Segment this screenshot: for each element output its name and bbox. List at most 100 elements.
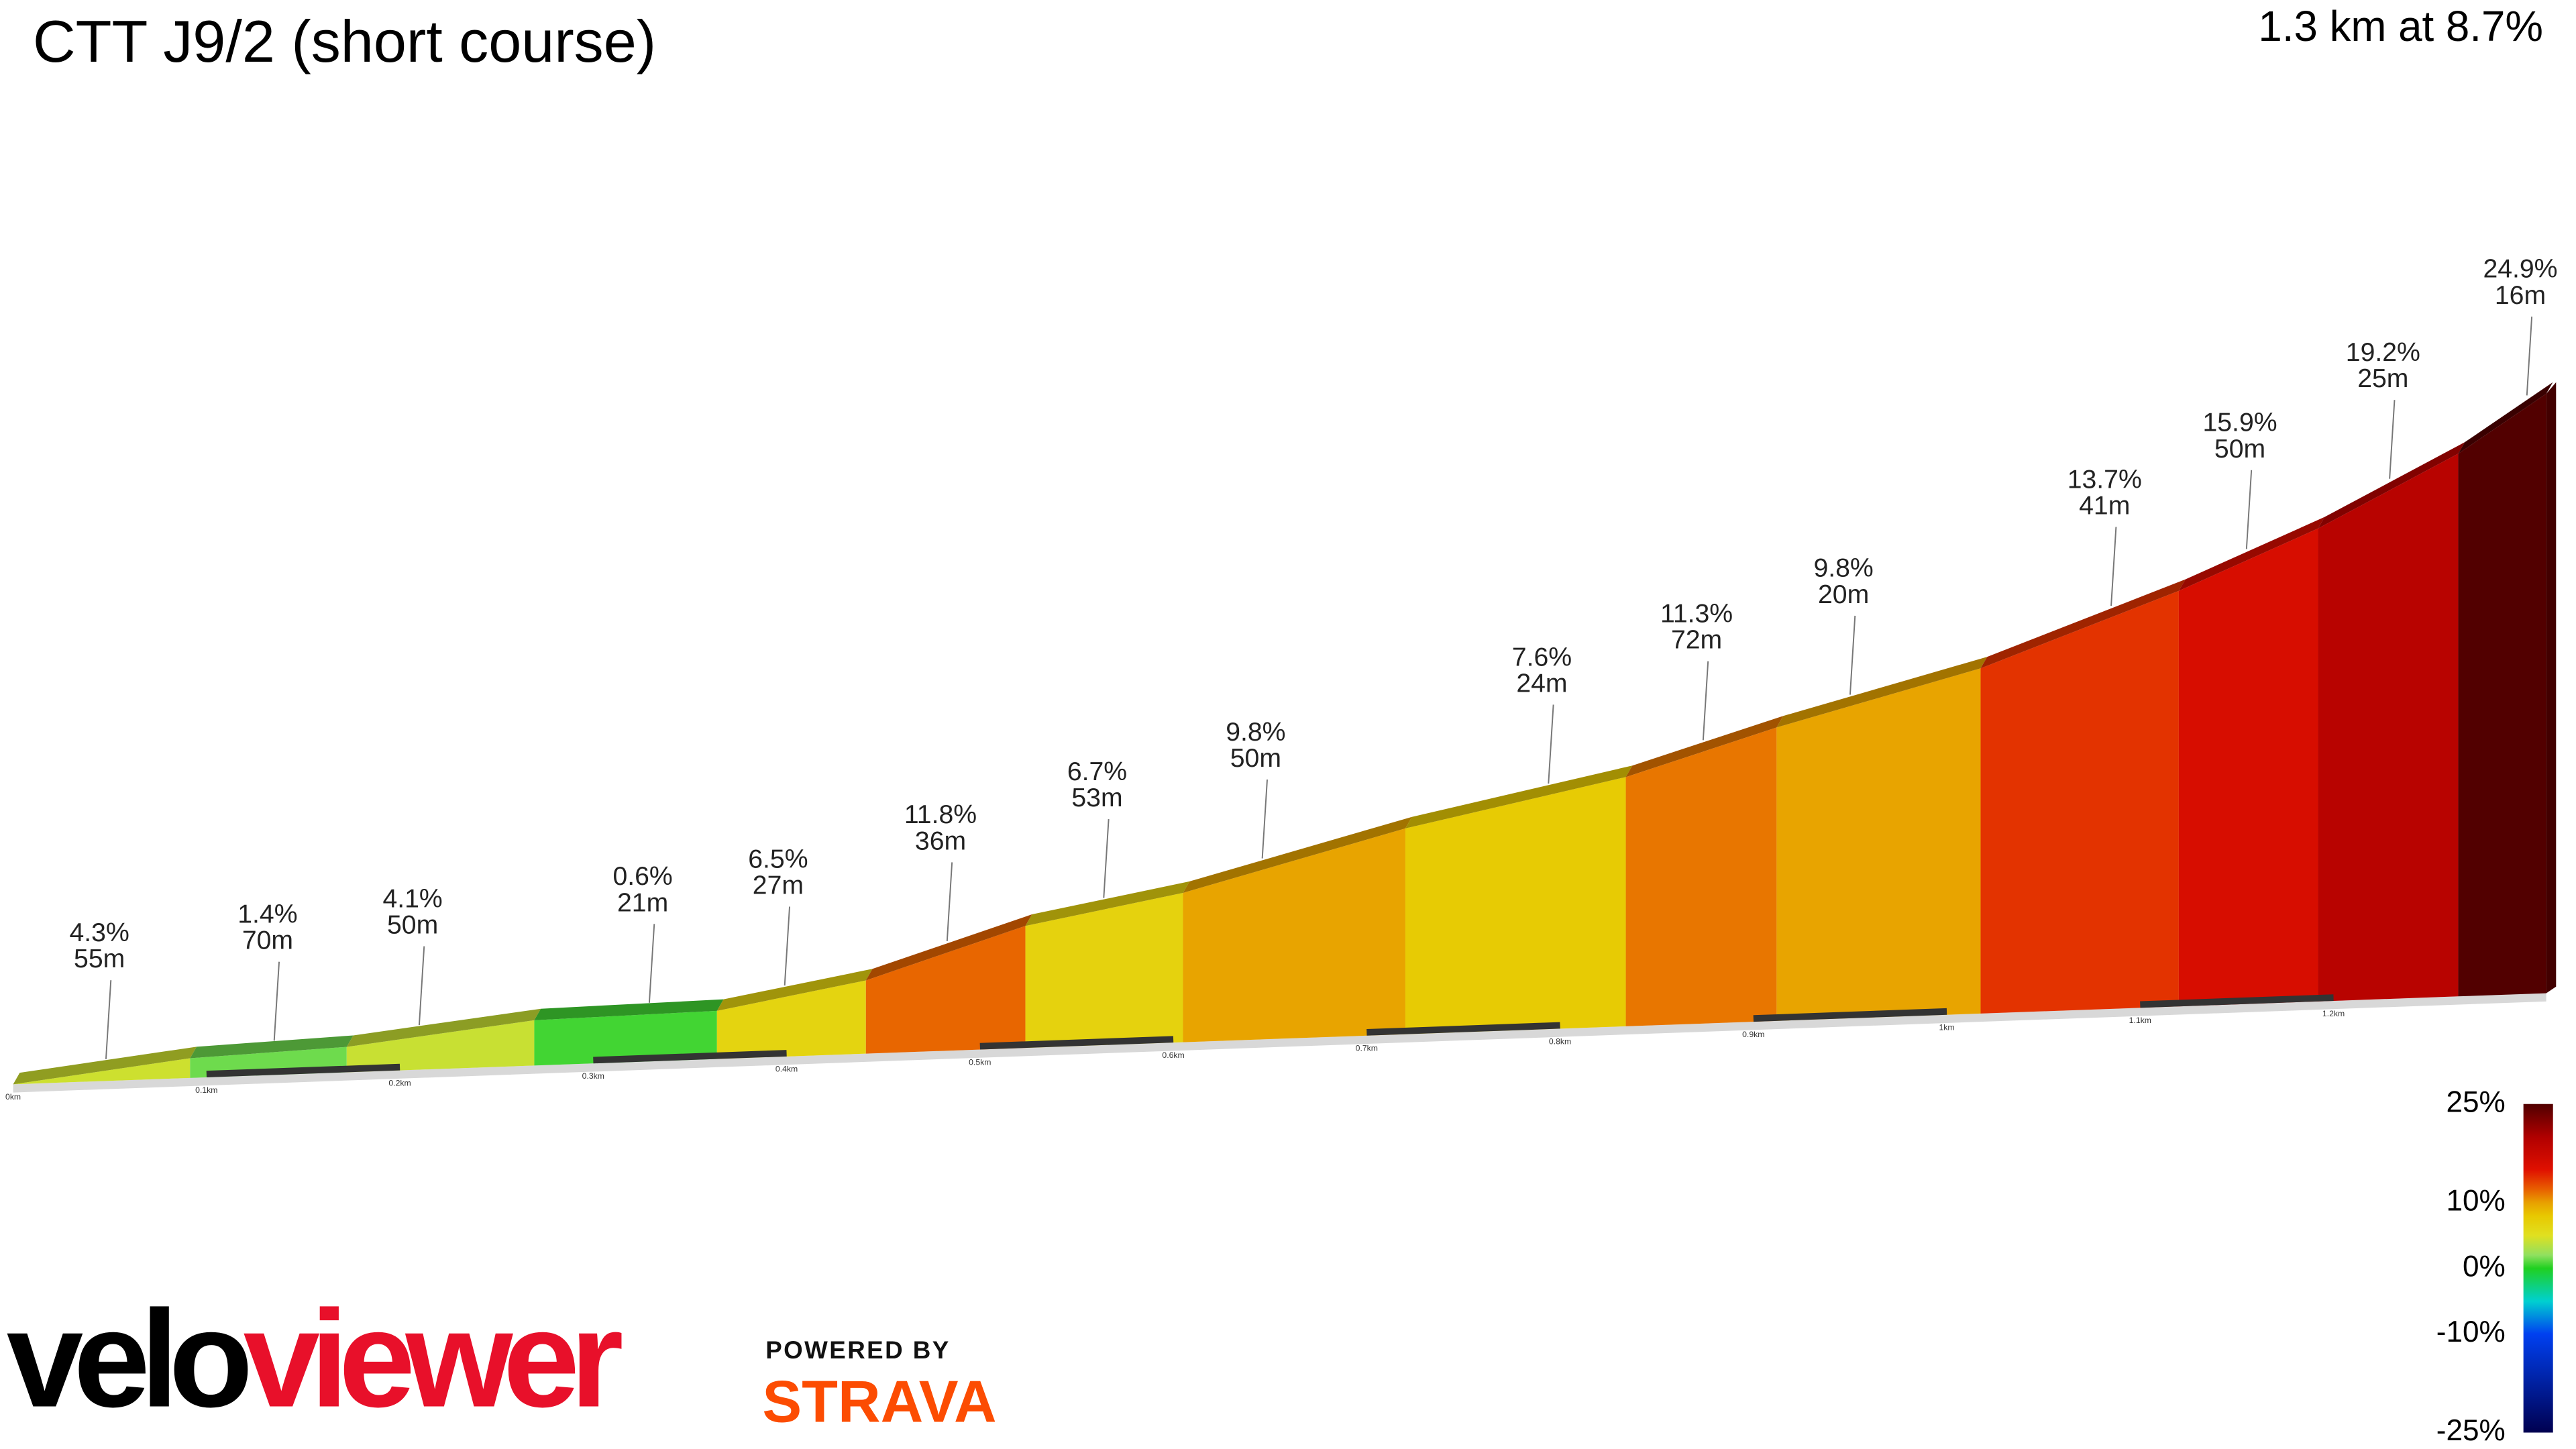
length-label: 41m (2079, 491, 2130, 520)
x-tick-label: 0.4km (775, 1065, 798, 1074)
grade-label: 7.6% (1512, 643, 1572, 672)
gradient-band (1776, 668, 1981, 1021)
band-top (2318, 442, 2465, 529)
gradient-band (346, 1020, 535, 1073)
gradient-band (865, 926, 1026, 1054)
grade-label: 6.5% (748, 845, 808, 873)
leader-line (2245, 470, 2253, 549)
length-label: 25m (2357, 364, 2408, 393)
length-label: 27m (753, 871, 804, 900)
length-label: 70m (242, 926, 293, 955)
length-label: 36m (915, 826, 966, 855)
length-label: 21m (617, 888, 668, 917)
length-label: 20m (1818, 580, 1869, 609)
x-tick-label: 0.2km (388, 1078, 411, 1087)
x-tick-label: 0.1km (195, 1085, 217, 1095)
leader-line (1548, 704, 1554, 784)
leader-line (784, 906, 791, 986)
x-tick-label: 0.8km (1549, 1036, 1571, 1046)
leader-line (946, 862, 953, 941)
x-tick-label: 1.2km (2322, 1009, 2345, 1018)
leader-line (418, 946, 425, 1026)
strava: STRAVA (762, 1368, 996, 1435)
leader-line (1849, 615, 1856, 695)
legend-label: 10% (2446, 1184, 2505, 1217)
x-tick-label: 0km (5, 1092, 21, 1102)
gradient-band (1625, 727, 1777, 1026)
band-top (865, 914, 1032, 981)
distance-bar (979, 1036, 1174, 1050)
length-label: 50m (387, 910, 438, 939)
grade-label: 11.3% (1660, 600, 1733, 629)
grade-label: 6.7% (1067, 757, 1127, 786)
leader-line (1261, 779, 1268, 859)
band-top (1405, 765, 1633, 828)
x-tick-label: 0.6km (1162, 1051, 1184, 1060)
length-label: 50m (1230, 744, 1281, 773)
grade-label: 0.6% (612, 862, 672, 891)
distance-bar (2140, 994, 2334, 1008)
leader-line (1702, 661, 1709, 741)
gradient-band (2178, 528, 2318, 1007)
chart-subtitle: 1.3 km at 8.7% (2258, 3, 2543, 50)
x-tick-label: 0.7km (1356, 1044, 1378, 1053)
grade-label: 9.8% (1813, 554, 1873, 583)
gradient-band (1183, 828, 1405, 1042)
chart-title: CTT J9/2 (short course) (33, 8, 656, 74)
length-label: 53m (1071, 784, 1122, 812)
band-top (13, 1046, 197, 1085)
band-top (2178, 517, 2325, 591)
leader-line (2526, 316, 2533, 396)
grade-label: 11.8% (904, 800, 977, 829)
legend-label: 25% (2446, 1085, 2505, 1118)
length-label: 16m (2495, 281, 2546, 310)
band-top (1625, 716, 1784, 777)
band-top (1776, 657, 1988, 728)
leader-line (1103, 818, 1110, 898)
legend-label: -25% (2436, 1414, 2506, 1447)
logo: veloviewer (7, 1282, 622, 1436)
gradient-band (13, 1058, 191, 1085)
leader-line (2110, 527, 2117, 606)
band-top (1025, 881, 1190, 926)
gradient-band (2318, 453, 2459, 1002)
grade-label: 4.3% (70, 918, 129, 947)
band-top (2458, 382, 2553, 454)
band-top (1980, 579, 2186, 669)
gradient-band (1405, 777, 1626, 1034)
logo-left: velo (7, 1282, 248, 1436)
band-top (346, 1008, 541, 1047)
leader-line (105, 980, 112, 1059)
legend-label: -10% (2436, 1316, 2506, 1348)
leader-line (648, 924, 655, 1003)
base-strip (13, 993, 2546, 1093)
band-top (1183, 816, 1412, 893)
leader-line (273, 961, 280, 1041)
distance-bar (1753, 1008, 1947, 1022)
grade-label: 15.9% (2202, 409, 2277, 437)
grade-label: 19.2% (2346, 338, 2420, 367)
grade-label: 9.8% (1226, 718, 1285, 747)
grade-label: 4.1% (382, 884, 442, 913)
gradient-band (716, 980, 866, 1059)
gradient-band (1980, 590, 2179, 1014)
length-label: 24m (1516, 669, 1567, 698)
legend-colorbar (2523, 1104, 2553, 1433)
grade-label: 24.9% (2483, 255, 2557, 284)
x-tick-label: 0.3km (582, 1071, 604, 1081)
length-label: 50m (2214, 435, 2265, 464)
end-cap (2546, 382, 2557, 994)
powered-by: POWERED BY (765, 1336, 950, 1364)
x-tick-label: 0.5km (969, 1057, 991, 1067)
leader-line (2389, 400, 2396, 479)
band-top (534, 999, 724, 1020)
x-tick-label: 0.9km (1742, 1030, 1764, 1039)
grade-label: 13.7% (2068, 465, 2142, 494)
gradient-band (2458, 393, 2546, 997)
distance-bar (593, 1050, 787, 1064)
logo-right: viewer (244, 1282, 622, 1436)
gradient-band (534, 1010, 717, 1066)
legend-label: 0% (2463, 1250, 2506, 1283)
